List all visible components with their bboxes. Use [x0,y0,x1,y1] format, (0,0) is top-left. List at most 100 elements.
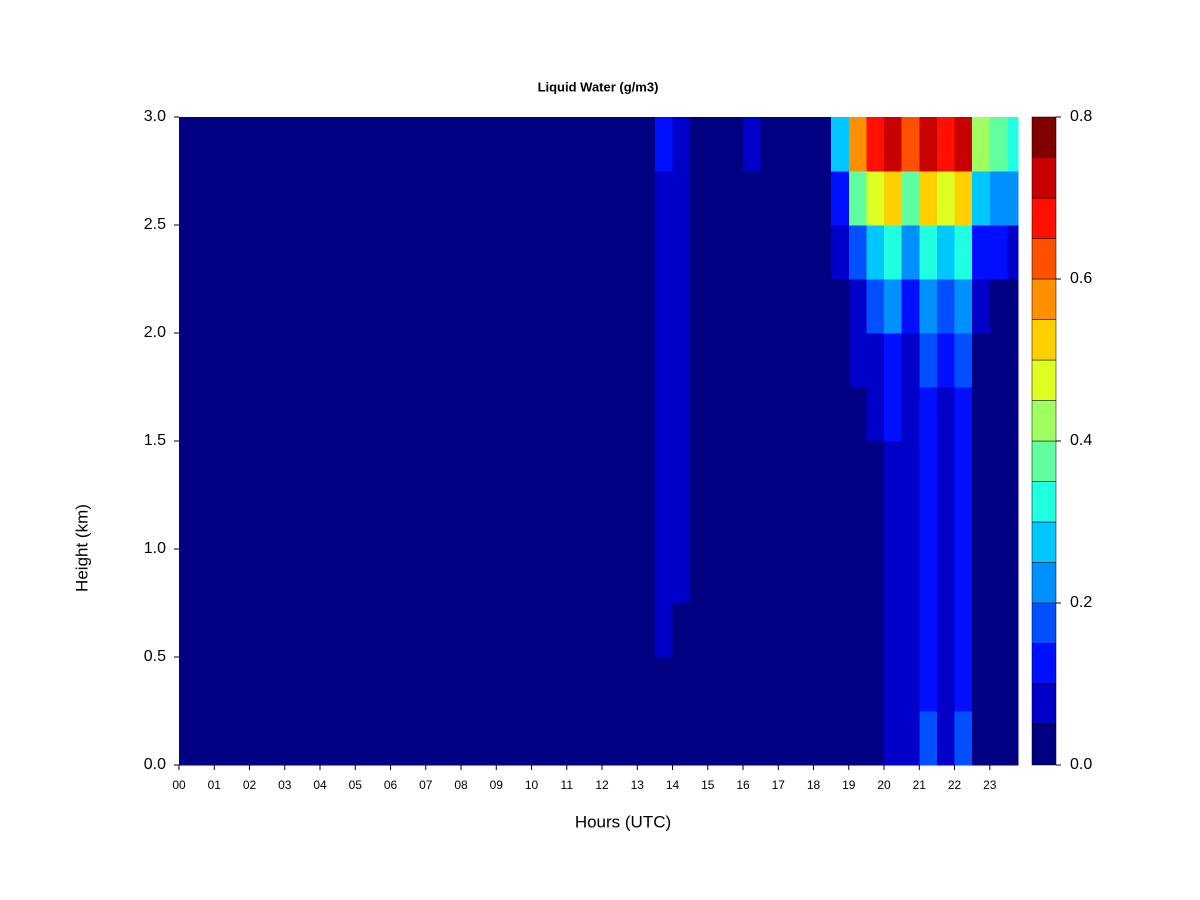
colorbar-segment [1031,602,1057,644]
heat-cell [637,711,656,766]
x-tick-label: 13 [631,778,645,792]
heat-cell [654,603,674,658]
heat-cell [549,333,568,388]
heat-cell [972,657,991,712]
heat-cell [566,117,585,172]
heat-cell [196,657,215,712]
heat-cell [408,279,427,334]
heat-cell [866,603,885,658]
heat-cell [443,333,462,388]
heat-cell [478,333,497,388]
heat-cell [231,549,251,604]
heat-cell [848,117,868,172]
heat-cell [425,117,444,172]
heat-cell [795,441,815,496]
heat-cell [866,117,885,172]
heat-cell [672,387,691,442]
heat-cell [443,387,462,442]
heat-cell [637,171,656,226]
heat-cell [901,495,920,550]
heat-cell [936,441,956,496]
heat-cell [619,171,638,226]
heat-cell [989,171,1009,226]
heat-cell [866,657,885,712]
heat-cell [390,225,409,280]
x-tick-label: 05 [349,778,363,792]
heat-cell [637,333,656,388]
heat-cell [337,495,356,550]
heat-cell [1007,171,1019,226]
heat-cell [813,711,832,766]
heat-cell [496,495,515,550]
heat-cell [743,495,762,550]
heat-cell [954,387,973,442]
heat-cell [936,603,956,658]
heat-cell [690,603,709,658]
heat-cell [707,657,727,712]
heat-cell [549,117,568,172]
heat-cell [672,333,691,388]
x-tick-label: 20 [877,778,891,792]
heat-cell [989,495,1009,550]
heat-cell [549,225,568,280]
heat-cell [513,225,533,280]
heat-cell [672,171,691,226]
heat-cell [249,387,268,442]
heat-cell [637,117,656,172]
heat-cell [848,171,868,226]
heat-cell [196,279,215,334]
heat-cell [972,495,991,550]
heat-cell [795,171,815,226]
heat-cell [901,333,920,388]
heat-cell [760,279,779,334]
heat-cell [619,225,638,280]
heat-cell [513,171,533,226]
heat-cell [690,171,709,226]
heat-cell [795,549,815,604]
heat-cell [496,225,515,280]
heat-cell [249,441,268,496]
heat-cell [584,549,603,604]
heat-cell [461,279,480,334]
heat-cell [179,171,198,226]
heat-cell [390,171,409,226]
heat-cell [619,495,638,550]
heat-cell [813,225,832,280]
heat-cell [443,279,462,334]
heat-cell [778,279,797,334]
heat-cell [901,441,920,496]
heat-cell [672,225,691,280]
x-tick-label: 17 [772,778,786,792]
heat-cell [637,603,656,658]
heat-cell [478,171,497,226]
heat-cell [901,549,920,604]
y-tick-label: 2.0 [144,324,166,341]
chart-title: Liquid Water (g/m3) [538,79,659,94]
heat-cell [461,117,480,172]
heat-cell [707,495,727,550]
heat-cell [566,603,585,658]
heat-cell [408,603,427,658]
heat-cell [760,117,779,172]
heat-cell [989,657,1009,712]
x-tick-label: 11 [561,778,574,792]
heat-cell [725,171,744,226]
heat-cell [478,225,497,280]
heat-cell [584,657,603,712]
heat-cell [284,225,303,280]
heat-cell [513,333,533,388]
heat-cell [884,657,903,712]
y-axis-label: Height (km) [72,504,91,592]
heat-cell [972,549,991,604]
heat-cell [954,279,973,334]
heat-cell [989,225,1009,280]
heat-cell [725,711,744,766]
heat-cell [654,387,674,442]
heat-cell [408,171,427,226]
heat-cell [390,495,409,550]
heat-cell [919,333,938,388]
heat-cell [672,117,691,172]
heat-cell [602,387,621,442]
heat-cell [566,171,585,226]
heat-cell [408,117,427,172]
